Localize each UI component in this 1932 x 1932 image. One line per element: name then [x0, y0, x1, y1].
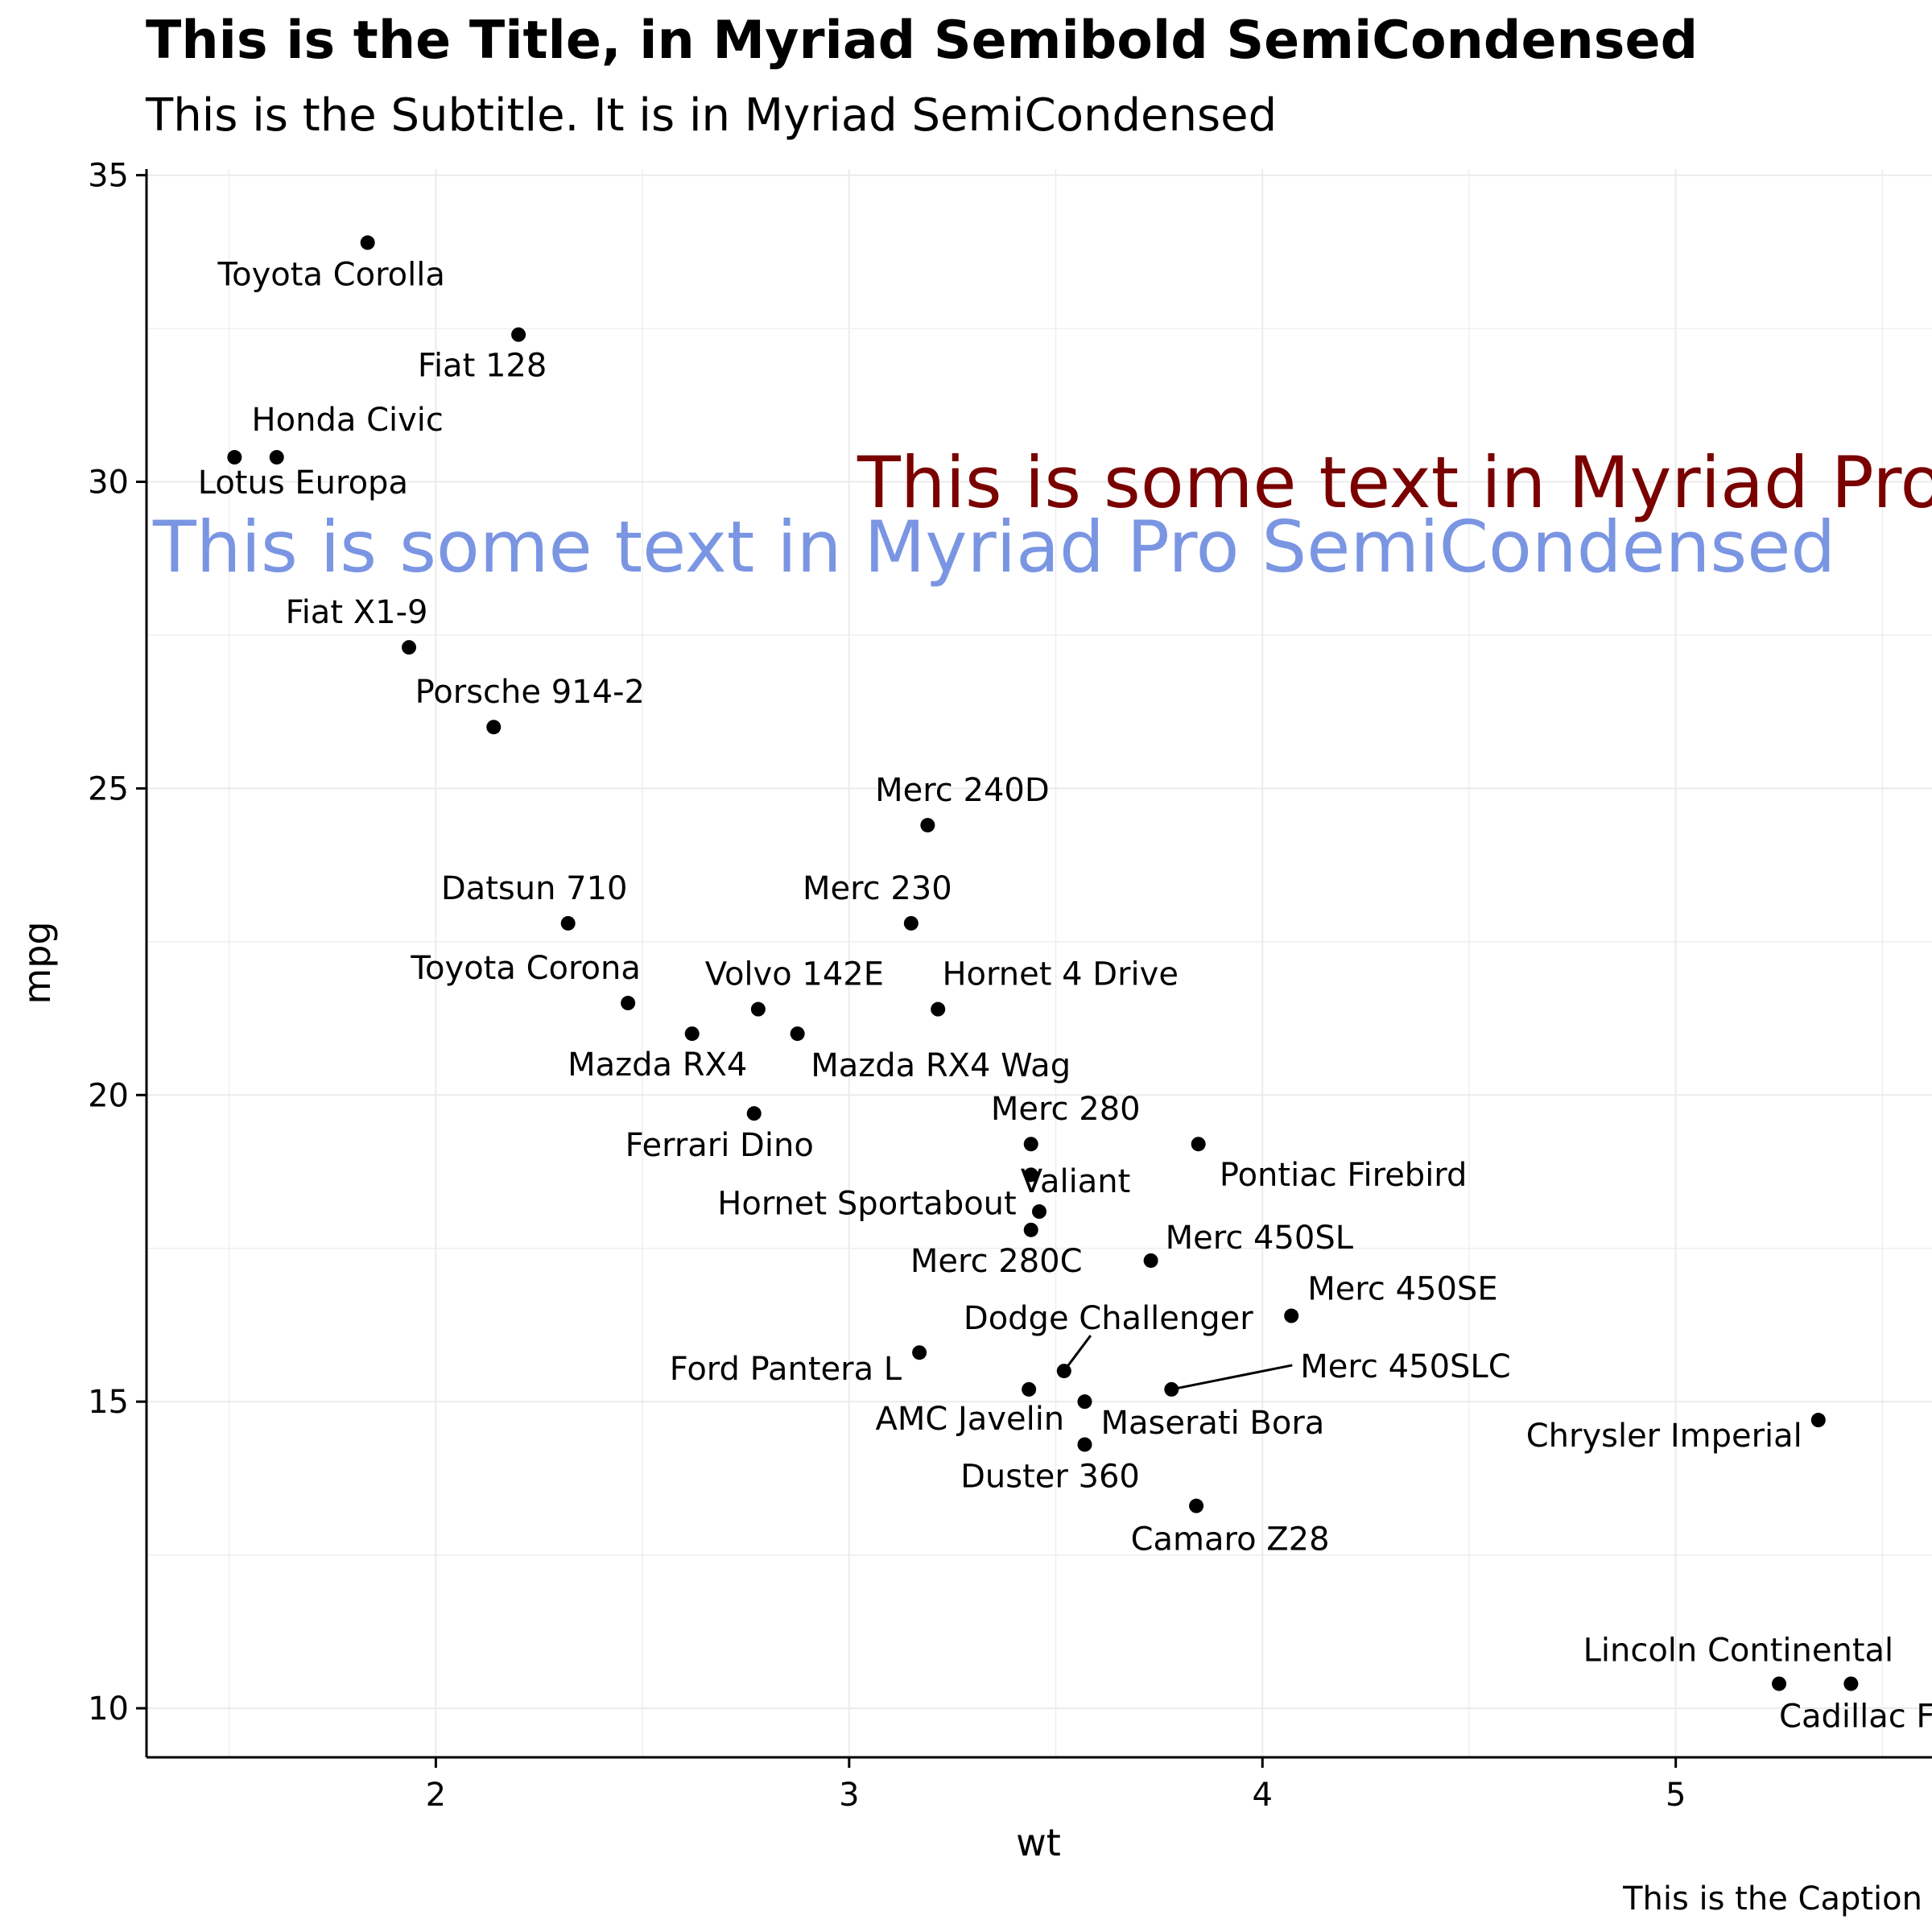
label-connectors	[1063, 1335, 1293, 1391]
data-point	[684, 1026, 700, 1042]
point-label: Lotus Europa	[198, 464, 408, 502]
y-tick-label: 20	[88, 1077, 129, 1114]
point-label: Toyota Corona	[410, 950, 640, 987]
point-label: Volvo 142E	[705, 956, 884, 993]
data-point	[1022, 1381, 1037, 1397]
point-label: Merc 240D	[875, 772, 1050, 809]
point-label: Merc 450SLC	[1300, 1348, 1510, 1385]
x-tick-label: 5	[1666, 1777, 1686, 1814]
y-tick-label: 10	[88, 1690, 129, 1728]
data-point	[1143, 1253, 1158, 1268]
point-label: Mazda RX4	[568, 1046, 747, 1084]
point-label: Merc 280	[991, 1091, 1141, 1128]
point-label: Fiat X1-9	[286, 594, 428, 631]
x-axis-title: wt	[1016, 1821, 1061, 1864]
point-label: Merc 450SE	[1307, 1271, 1497, 1308]
data-point	[1023, 1137, 1038, 1152]
data-point	[1810, 1413, 1826, 1428]
point-label: Pontiac Firebird	[1220, 1157, 1468, 1194]
data-point	[931, 1001, 946, 1017]
data-point	[1023, 1222, 1038, 1237]
data-point	[1023, 1167, 1038, 1183]
annotation-semicondensed: This is some text in Myriad Pro SemiCond…	[152, 506, 1835, 588]
point-label: Maserati Bora	[1100, 1405, 1324, 1442]
point-label: Ferrari Dino	[625, 1127, 814, 1164]
x-axis-ticks: 2 3 4 5	[426, 1757, 1686, 1814]
data-point	[1772, 1676, 1787, 1691]
data-point	[621, 996, 636, 1011]
y-tick-label: 30	[88, 464, 129, 502]
data-point	[746, 1106, 762, 1121]
point-label: Merc 450SL	[1166, 1220, 1354, 1257]
chart-subtitle: This is the Subtitle. It is in Myriad Se…	[145, 89, 1277, 142]
y-axis-title: mpg	[15, 921, 59, 1004]
data-point	[269, 450, 284, 465]
data-point	[920, 818, 935, 833]
point-label: Toyota Corolla	[217, 256, 445, 293]
point-label: Duster 360	[960, 1458, 1140, 1495]
chart-caption: This is the Caption	[1622, 1880, 1922, 1918]
data-points	[227, 235, 1859, 1691]
annotation-condensed: This is some text in Myriad Pro Condense…	[857, 441, 1932, 524]
axes	[145, 169, 1932, 1759]
data-point	[511, 327, 526, 342]
point-label: Hornet Sportabout	[717, 1185, 1016, 1222]
data-point	[486, 720, 502, 735]
point-label: Valiant	[1021, 1163, 1131, 1200]
point-label: Mazda RX4 Wag	[811, 1047, 1071, 1084]
data-point	[750, 1001, 766, 1017]
data-point	[402, 640, 417, 655]
label-connector	[1063, 1335, 1092, 1372]
data-point	[1032, 1204, 1046, 1220]
point-label: Merc 230	[803, 870, 952, 907]
x-tick-label: 4	[1253, 1777, 1273, 1814]
data-point	[1077, 1394, 1092, 1410]
label-connector	[1171, 1364, 1293, 1391]
point-label: Fiat 128	[418, 348, 547, 385]
y-tick-label: 35	[88, 158, 129, 195]
point-label: Chrysler Imperial	[1526, 1418, 1802, 1455]
y-tick-label: 25	[88, 770, 129, 807]
data-point	[1189, 1498, 1204, 1513]
point-label: Ford Pantera L	[670, 1351, 902, 1388]
data-point	[1164, 1381, 1179, 1397]
point-label: Cadillac Fleetwood	[1779, 1699, 1932, 1736]
point-label: Merc 280C	[910, 1243, 1083, 1280]
point-label: Camaro Z28	[1131, 1521, 1330, 1558]
point-label: Hornet 4 Drive	[942, 956, 1178, 993]
data-point	[1056, 1364, 1071, 1379]
data-point	[360, 235, 375, 250]
x-tick-label: 3	[839, 1777, 859, 1814]
point-label: Datsun 710	[441, 870, 628, 907]
grid-lines	[147, 169, 1932, 1757]
data-point	[790, 1026, 805, 1042]
data-point	[560, 915, 576, 931]
y-axis-ticks: 10 15 20 25 30 35	[88, 158, 147, 1728]
point-label: Honda Civic	[252, 402, 444, 439]
point-labels: Toyota Corolla Fiat 128 Honda Civic Lotus E…	[198, 256, 1932, 1735]
data-point	[1191, 1137, 1206, 1152]
x-tick-label: 2	[426, 1777, 446, 1814]
y-tick-label: 15	[88, 1384, 129, 1421]
point-label: AMC Javelin	[875, 1401, 1064, 1438]
point-label: Lincoln Continental	[1583, 1633, 1894, 1670]
point-label: Dodge Challenger	[964, 1300, 1253, 1337]
chart-title: This is the Title, in Myriad Semibold Se…	[146, 10, 1698, 71]
data-point	[227, 450, 242, 465]
data-point	[1843, 1676, 1859, 1691]
data-point	[912, 1345, 927, 1360]
data-point	[903, 915, 919, 931]
data-point	[1284, 1308, 1299, 1323]
point-label: Porsche 914-2	[415, 674, 645, 711]
data-point	[1077, 1437, 1092, 1452]
